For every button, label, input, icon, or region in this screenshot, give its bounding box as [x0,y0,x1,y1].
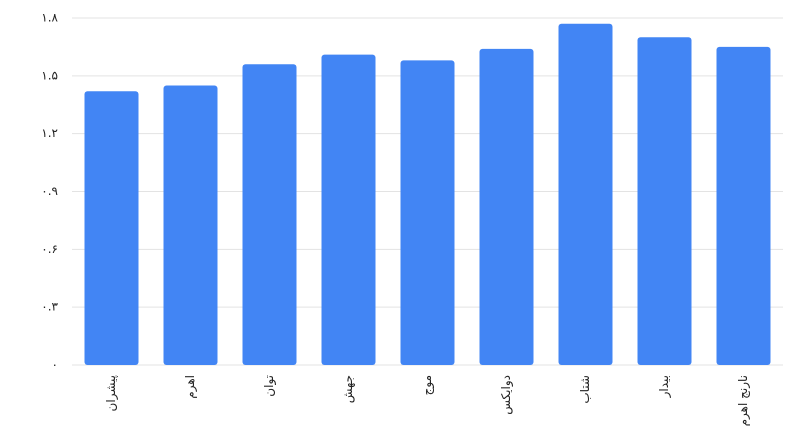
x-tick-label: نارنج اهرم [736,375,751,426]
x-tick-label: جهش [341,375,356,403]
y-tick-label: ۰.۶ [41,242,58,256]
x-tick-label: موج [420,375,435,395]
bar [321,54,376,365]
bar [84,91,139,365]
x-tick-label: توان [262,375,277,397]
bar [479,48,534,365]
bar [637,37,692,366]
y-tick-label: ۱.۵ [41,68,58,82]
y-tick-label: ۰.۳ [41,300,58,314]
x-tick-label: پیشران [104,375,119,411]
x-tick-label: اهرم [183,375,198,399]
y-tick-label: ۰.۹ [41,184,58,198]
bar [558,23,613,366]
y-tick-label: ۱.۸ [41,11,58,25]
bar [242,64,297,366]
x-tick-label: شتاب [578,375,592,404]
bar [716,46,771,366]
bar [163,85,218,365]
x-tick-label: بیدار [657,375,672,398]
bar [400,60,455,366]
x-tick-label: دوایکس [499,375,514,415]
y-tick-label: ۰ [52,358,58,372]
y-tick-label: ۱.۲ [41,126,58,140]
